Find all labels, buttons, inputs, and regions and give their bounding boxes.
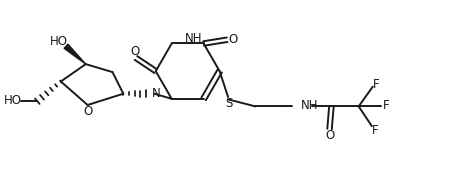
Text: NH: NH — [301, 99, 318, 112]
Text: F: F — [372, 124, 378, 137]
Text: HO: HO — [49, 35, 67, 48]
Text: F: F — [383, 100, 389, 113]
Text: F: F — [373, 78, 380, 91]
Text: O: O — [83, 105, 93, 118]
Text: NH: NH — [185, 32, 202, 45]
Text: O: O — [130, 45, 139, 58]
Text: HO: HO — [3, 94, 21, 107]
Text: N: N — [152, 87, 161, 100]
Text: O: O — [228, 33, 238, 46]
Text: S: S — [225, 97, 233, 110]
Text: O: O — [325, 129, 334, 142]
Polygon shape — [64, 44, 86, 64]
